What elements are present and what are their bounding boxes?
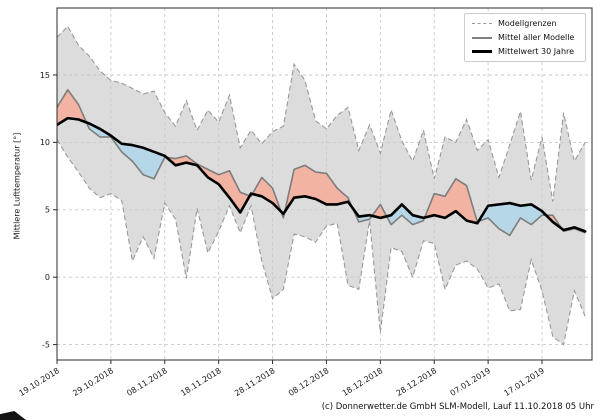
x-tick-label: 18.12.2018 xyxy=(341,366,385,398)
legend: Modellgrenzen Mittel aller Modelle Mitte… xyxy=(464,13,586,62)
y-tick-label: 5 xyxy=(45,206,50,215)
x-tick-label: 08.11.2018 xyxy=(125,366,169,398)
legend-label: Mittel aller Modelle xyxy=(498,33,575,42)
legend-label: Mittelwert 30 Jahre xyxy=(498,47,575,56)
black-line-swatch-icon xyxy=(472,50,492,53)
y-tick-label: 15 xyxy=(40,71,50,80)
x-tick-label: 28.12.2018 xyxy=(395,366,439,398)
x-tick-label: 07.01.2019 xyxy=(449,366,493,398)
dashed-line-swatch-icon xyxy=(472,23,492,24)
legend-item-mittel-aller-modelle: Mittel aller Modelle xyxy=(472,32,579,43)
x-tick-label: 28.11.2018 xyxy=(233,366,277,398)
axis-ticks xyxy=(53,74,543,364)
y-axis-label: Mittlere Lufttemperatur [°] xyxy=(12,132,22,240)
corner-artifact xyxy=(0,411,26,420)
x-tick-label: 18.11.2018 xyxy=(179,366,223,398)
gray-line-swatch-icon xyxy=(472,36,492,39)
plot-frame xyxy=(56,7,593,361)
copyright-note: (c) Donnerwetter.de GmbH SLM-Modell, Lau… xyxy=(321,402,594,412)
x-tick-label: 17.01.2019 xyxy=(502,366,546,398)
x-tick-label: 29.10.2018 xyxy=(71,366,115,398)
model-range-upper-edge xyxy=(57,25,586,202)
model-mean-line xyxy=(57,89,586,237)
y-tick-label: -5 xyxy=(42,340,50,349)
legend-item-modellgrenzen: Modellgrenzen xyxy=(472,18,579,29)
model-range-lower-edge xyxy=(57,139,586,346)
x-tick-label: 08.12.2018 xyxy=(287,366,331,398)
plot-area xyxy=(57,8,592,360)
climate-mean-line xyxy=(57,116,587,233)
x-tick-label: 19.10.2018 xyxy=(17,366,61,398)
y-tick-label: 10 xyxy=(40,138,50,147)
y-tick-label: 0 xyxy=(45,273,50,282)
legend-item-mittelwert-30-jahre: Mittelwert 30 Jahre xyxy=(472,46,579,57)
legend-label: Modellgrenzen xyxy=(498,19,557,28)
